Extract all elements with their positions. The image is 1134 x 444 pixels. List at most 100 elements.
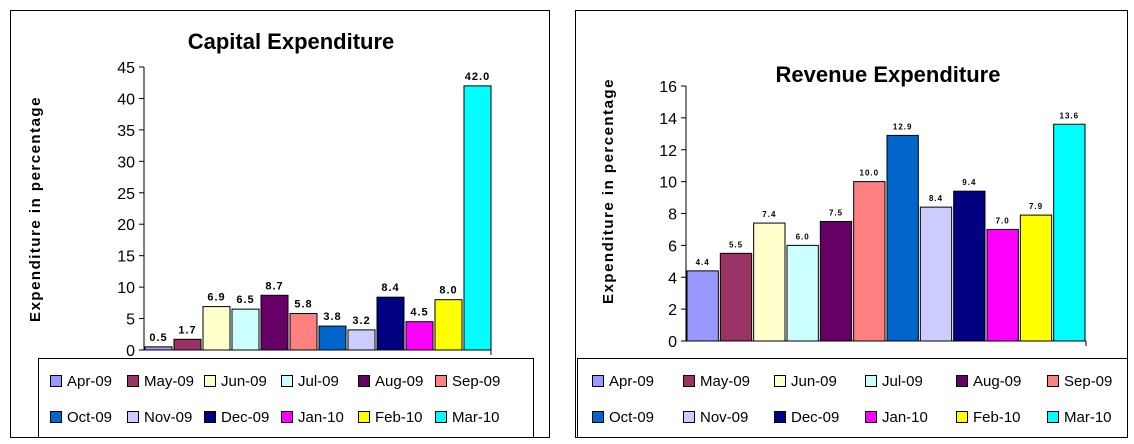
legend-item-nov-09: Nov-09 <box>683 410 748 426</box>
legend-label: Dec-09 <box>791 409 840 426</box>
bar-nov-09 <box>919 206 953 342</box>
legend-swatch <box>683 411 695 423</box>
legend-label: Aug-09 <box>973 373 1022 390</box>
legend-label: Mar-10 <box>452 409 500 426</box>
legend-swatch <box>204 375 216 387</box>
legend-item-mar-10: Mar-10 <box>435 410 500 426</box>
y-tick-label: 0 <box>668 334 677 351</box>
data-label-jan-10: 7.0 <box>996 216 1010 225</box>
legend-label: Dec-09 <box>221 409 270 426</box>
data-label-jul-09: 6.0 <box>796 232 810 241</box>
legend-label: May-09 <box>144 373 195 390</box>
bar-dec-09 <box>376 296 405 351</box>
legend-swatch <box>435 375 447 387</box>
legend-swatch <box>683 375 695 387</box>
y-tick-label: 40 <box>117 91 135 108</box>
legend-swatch <box>956 375 968 387</box>
legend-label: Nov-09 <box>700 409 749 426</box>
legend-swatch <box>358 411 370 423</box>
y-tick-label: 45 <box>117 60 135 77</box>
legend-swatch <box>865 375 877 387</box>
legend-swatch <box>774 411 786 423</box>
y-tick-label: 16 <box>659 79 677 96</box>
legend-label: Sep-09 <box>452 373 501 390</box>
legend-label: Sep-09 <box>1064 373 1113 390</box>
legend-label: Jan-10 <box>882 409 928 426</box>
data-label-jun-09: 6.9 <box>207 292 225 304</box>
legend-swatch <box>281 411 293 423</box>
bar-mar-10 <box>1053 123 1086 342</box>
bar-jul-09 <box>786 244 819 342</box>
bar-jan-10 <box>986 228 1019 342</box>
bar-mar-10 <box>463 85 492 351</box>
capital-expenditure-chart: Capital Expenditure Expenditure in percen… <box>27 29 492 360</box>
legend-item-jun-09: Jun-09 <box>204 374 267 390</box>
revenue-expenditure-chart: Revenue Expenditure Expenditure in percen… <box>600 62 1087 351</box>
legend-label: Apr-09 <box>67 373 113 390</box>
bar-jul-09 <box>231 308 260 351</box>
legend-swatch <box>865 411 877 423</box>
data-label-jan-10: 4.5 <box>410 307 428 319</box>
data-label-sep-09: 5.8 <box>294 299 312 311</box>
legend-label: Jun-09 <box>791 373 837 390</box>
legend-swatch <box>50 375 62 387</box>
legend-swatch <box>956 411 968 423</box>
y-tick-label: 20 <box>117 217 135 234</box>
y-tick-label: 12 <box>659 143 677 160</box>
y-tick-label: 10 <box>659 175 677 192</box>
revenue-expenditure-legend: Apr-09 May-09 Jun-09 Jul-09 Aug-09 Sep-09 Oct-… <box>577 358 1128 438</box>
legend-item-aug-09: Aug-09 <box>956 374 1021 390</box>
legend-item-may-09: May-09 <box>683 374 750 390</box>
bar-aug-09 <box>260 294 289 351</box>
legend-label: Feb-10 <box>973 409 1021 426</box>
legend-label: Jan-10 <box>298 409 344 426</box>
legend-swatch <box>592 375 604 387</box>
data-label-may-09: 1.7 <box>178 324 196 336</box>
legend-swatch <box>774 375 786 387</box>
legend-swatch <box>435 411 447 423</box>
data-label-jul-09: 6.5 <box>236 294 254 306</box>
y-tick-label: 25 <box>117 186 135 203</box>
data-label-feb-10: 8.0 <box>439 285 457 297</box>
data-label-aug-09: 7.5 <box>829 208 843 217</box>
bar-jun-09 <box>753 222 786 342</box>
legend-item-oct-09: Oct-09 <box>50 410 112 426</box>
revenue-expenditure-chart-panel: Revenue Expenditure Expenditure in percen… <box>575 10 1128 438</box>
bar-jan-10 <box>405 321 434 351</box>
y-tick-label: 8 <box>668 207 677 224</box>
legend-item-jul-09: Jul-09 <box>865 374 923 390</box>
bar-may-09 <box>719 252 753 342</box>
legend-swatch <box>127 411 139 423</box>
data-label-dec-09: 8.4 <box>381 282 399 294</box>
capital-expenditure-legend: Apr-09 May-09 Jun-09 Jul-09 Aug-09 Sep-09 Oct-… <box>38 358 534 438</box>
bar-sep-09 <box>853 181 886 342</box>
bar-apr-09 <box>686 270 719 342</box>
bar-dec-09 <box>953 190 986 342</box>
legend-swatch <box>204 411 216 423</box>
legend-item-oct-09: Oct-09 <box>592 410 654 426</box>
y-axis-label: Expenditure in percentage <box>600 78 617 304</box>
legend-label: Mar-10 <box>1064 409 1112 426</box>
legend-item-jan-10: Jan-10 <box>281 410 344 426</box>
legend-label: Jul-09 <box>882 373 923 390</box>
legend-item-may-09: May-09 <box>127 374 194 390</box>
legend-swatch <box>358 375 370 387</box>
bar-may-09 <box>173 338 202 351</box>
legend-swatch <box>50 411 62 423</box>
legend-swatch <box>592 411 604 423</box>
data-label-may-09: 5.5 <box>729 240 743 249</box>
chart-title: Revenue Expenditure <box>776 62 1001 87</box>
bar-oct-09 <box>318 325 347 351</box>
legend-label: Nov-09 <box>144 409 193 426</box>
legend-label: Oct-09 <box>67 409 113 426</box>
legend-item-nov-09: Nov-09 <box>127 410 192 426</box>
legend-item-jun-09: Jun-09 <box>774 374 837 390</box>
legend-label: Oct-09 <box>609 409 655 426</box>
legend-item-feb-10: Feb-10 <box>956 410 1021 426</box>
legend-label: Jun-09 <box>221 373 267 390</box>
legend-item-dec-09: Dec-09 <box>774 410 839 426</box>
data-label-oct-09: 12.9 <box>893 122 913 131</box>
chart-title: Capital Expenditure <box>188 29 395 54</box>
legend-label: Feb-10 <box>375 409 423 426</box>
data-label-nov-09: 8.4 <box>929 194 943 203</box>
